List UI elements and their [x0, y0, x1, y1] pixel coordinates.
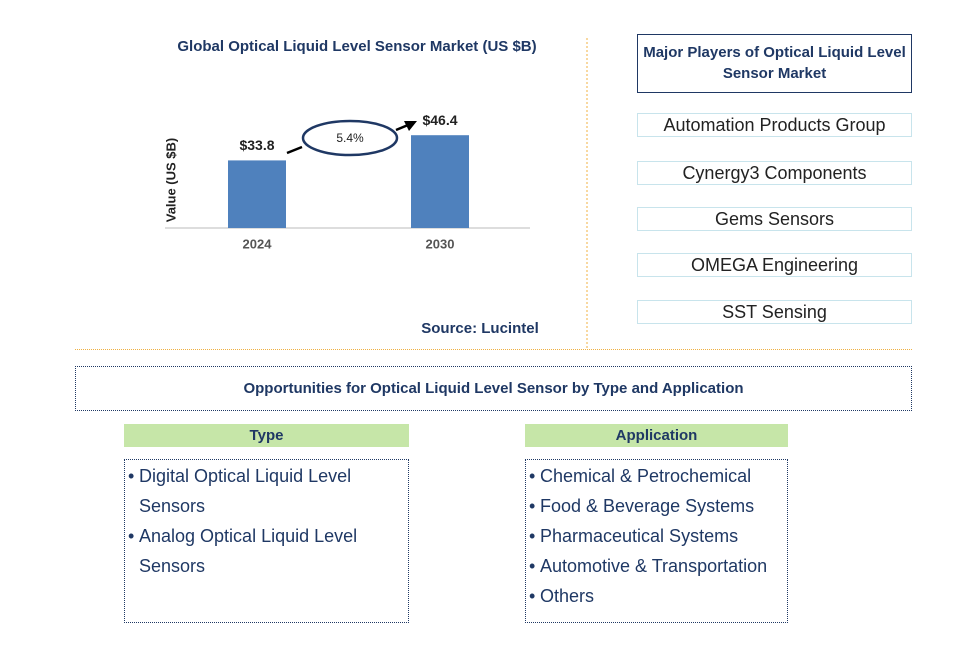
player: OMEGA Engineering	[637, 253, 912, 277]
type-item: Digital Optical Liquid Level Sensors	[128, 461, 404, 521]
cagr-ellipse	[301, 119, 399, 157]
player: Automation Products Group	[637, 113, 912, 137]
x-tick-label: 2030	[426, 236, 455, 251]
player: Cynergy3 Components	[637, 161, 912, 185]
chart: Global Optical Liquid Level Sensor Marke…	[163, 38, 588, 350]
arrow	[286, 145, 303, 155]
player: Gems Sensors	[637, 207, 912, 231]
type-header: Type	[124, 424, 409, 447]
value-label: $46.4	[422, 112, 457, 128]
application-item: Food & Beverage Systems	[529, 491, 783, 521]
divider	[75, 349, 912, 350]
application-item: Pharmaceutical Systems	[529, 521, 783, 551]
arrow-head	[404, 121, 417, 131]
application-item: Others	[529, 581, 783, 611]
x-tick-label: 2024	[243, 236, 273, 251]
source: Source: Lucintel	[421, 320, 539, 337]
players-title: Major Players of Optical Liquid Level Se…	[637, 34, 912, 93]
cagr-label: 5.4%	[336, 131, 364, 145]
chart-title: Global Optical Liquid Level Sensor Marke…	[177, 38, 536, 55]
bar	[228, 160, 286, 228]
arrow	[395, 123, 409, 132]
value-label: $33.8	[239, 137, 274, 153]
y-axis-label: Value (US $B)	[163, 138, 178, 223]
opportunities-title: Opportunities for Optical Liquid Level S…	[75, 366, 912, 411]
application-item: Automotive & Transportation	[529, 551, 783, 581]
player: SST Sensing	[637, 300, 912, 324]
application-list: Chemical & PetrochemicalFood & Beverage …	[525, 459, 788, 623]
type-item: Analog Optical Liquid Level Sensors	[128, 521, 404, 581]
bar	[411, 135, 469, 228]
type-list: Digital Optical Liquid Level SensorsAnal…	[124, 459, 409, 623]
application-header: Application	[525, 424, 788, 447]
application-item: Chemical & Petrochemical	[529, 461, 783, 491]
